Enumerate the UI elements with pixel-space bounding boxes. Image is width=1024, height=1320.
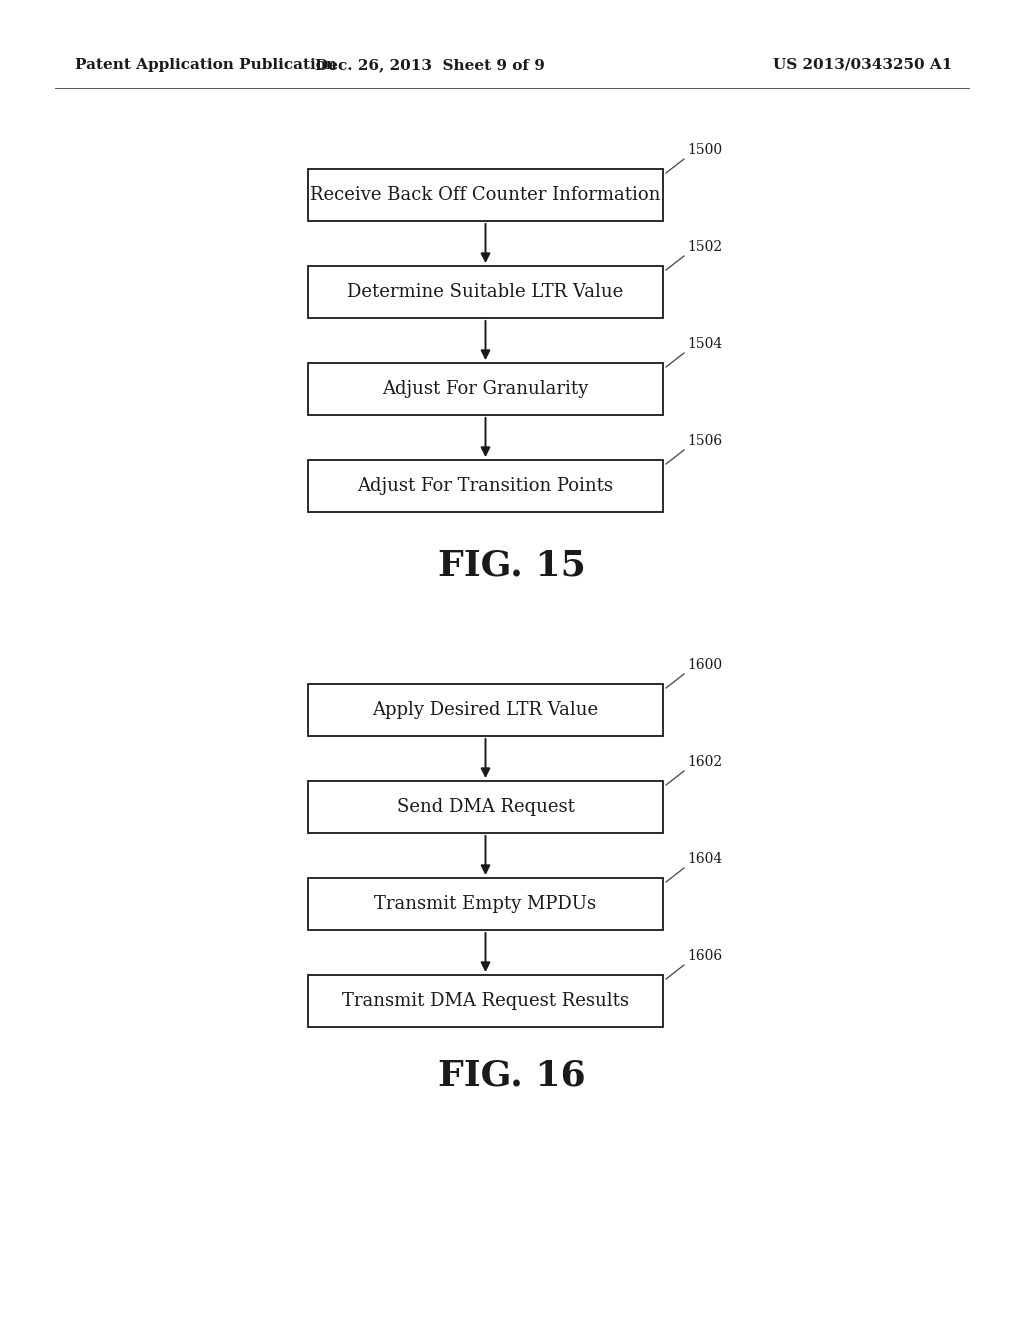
Bar bbox=[308, 684, 663, 737]
Bar bbox=[308, 169, 663, 220]
Text: Patent Application Publication: Patent Application Publication bbox=[75, 58, 337, 73]
Text: Transmit DMA Request Results: Transmit DMA Request Results bbox=[342, 993, 629, 1010]
Text: Transmit Empty MPDUs: Transmit Empty MPDUs bbox=[375, 895, 597, 913]
Bar bbox=[308, 363, 663, 414]
Text: 1502: 1502 bbox=[687, 240, 722, 253]
Text: Send DMA Request: Send DMA Request bbox=[396, 799, 574, 816]
Text: 1602: 1602 bbox=[687, 755, 722, 770]
Text: 1506: 1506 bbox=[687, 434, 722, 447]
Text: Apply Desired LTR Value: Apply Desired LTR Value bbox=[373, 701, 599, 719]
Text: FIG. 16: FIG. 16 bbox=[438, 1059, 586, 1092]
Text: Adjust For Transition Points: Adjust For Transition Points bbox=[357, 477, 613, 495]
Text: Determine Suitable LTR Value: Determine Suitable LTR Value bbox=[347, 282, 624, 301]
Bar bbox=[308, 781, 663, 833]
Text: Receive Back Off Counter Information: Receive Back Off Counter Information bbox=[310, 186, 660, 205]
Text: Adjust For Granularity: Adjust For Granularity bbox=[382, 380, 589, 399]
Text: 1606: 1606 bbox=[687, 949, 722, 964]
Bar bbox=[308, 975, 663, 1027]
Bar bbox=[308, 878, 663, 931]
Text: 1504: 1504 bbox=[687, 337, 722, 351]
Text: Dec. 26, 2013  Sheet 9 of 9: Dec. 26, 2013 Sheet 9 of 9 bbox=[315, 58, 545, 73]
Text: 1604: 1604 bbox=[687, 851, 722, 866]
Text: US 2013/0343250 A1: US 2013/0343250 A1 bbox=[773, 58, 952, 73]
Text: 1500: 1500 bbox=[687, 143, 722, 157]
Bar bbox=[308, 459, 663, 512]
Text: FIG. 15: FIG. 15 bbox=[438, 548, 586, 582]
Text: 1600: 1600 bbox=[687, 657, 722, 672]
Bar bbox=[308, 267, 663, 318]
